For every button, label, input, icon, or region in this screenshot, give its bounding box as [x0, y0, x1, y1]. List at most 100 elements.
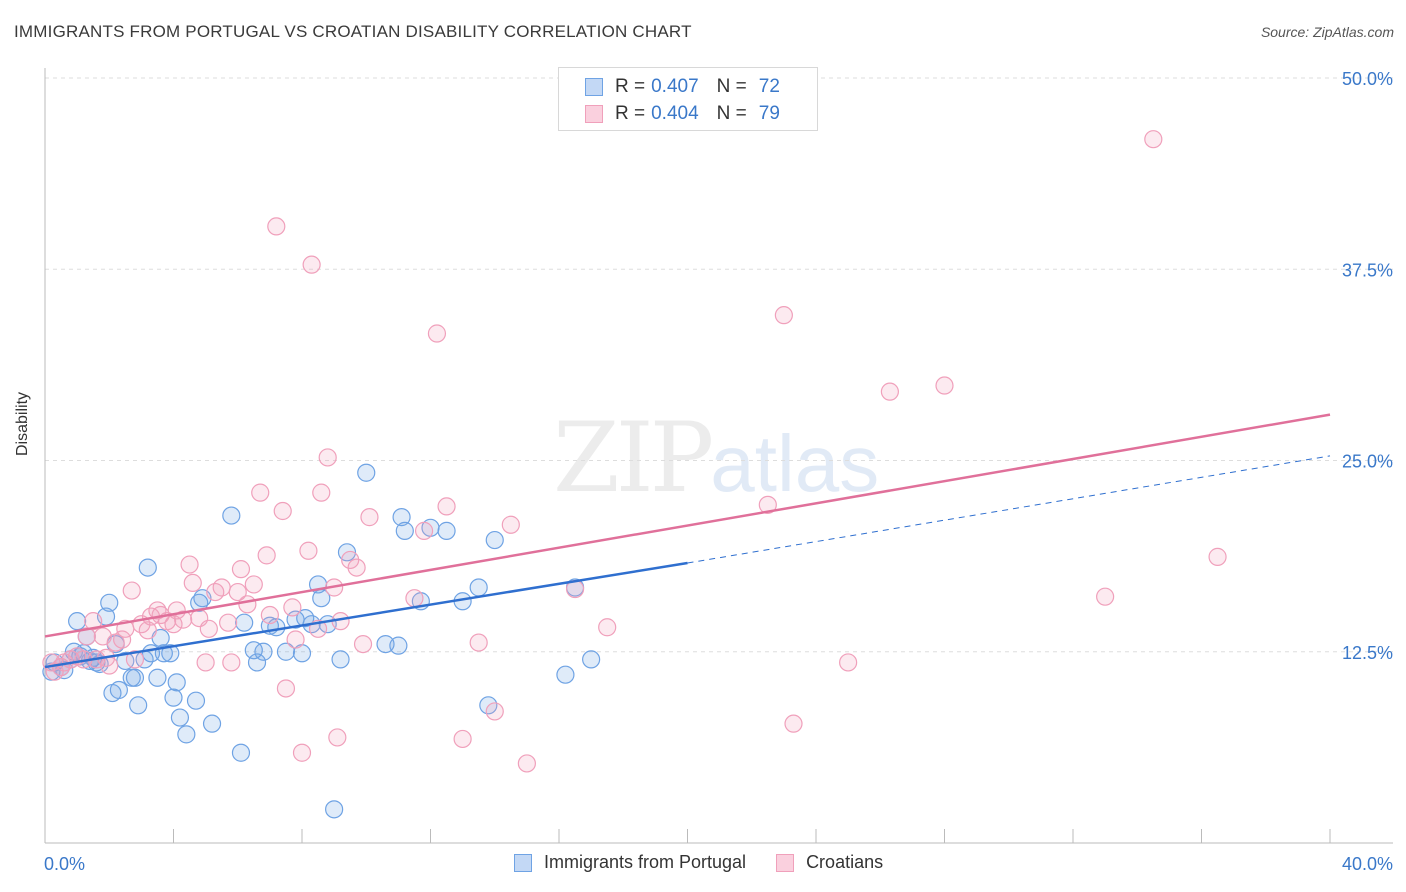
croatians-point — [206, 582, 225, 602]
source-label: Source: ZipAtlas.com — [1260, 24, 1394, 40]
portugal-point — [170, 708, 190, 727]
croatians-point — [758, 495, 777, 514]
y-tick-label: 25.0% — [1342, 452, 1393, 472]
portugal-point — [395, 521, 414, 540]
legend-swatch-portugal — [514, 853, 532, 872]
croatians-point — [1208, 547, 1227, 566]
watermark-zip: ZIP — [553, 402, 714, 514]
croatians-point — [228, 582, 247, 602]
series-legend: Immigrants from Portugal Croatians — [514, 852, 913, 873]
portugal-point — [167, 673, 186, 692]
croatians-point — [437, 497, 456, 516]
stats-legend-row-portugal: R = 0.407 N = 72 — [585, 75, 780, 99]
portugal-point — [556, 665, 575, 684]
croatians-point — [196, 653, 215, 672]
n-key: N = — [716, 76, 747, 97]
portugal-point — [231, 743, 251, 762]
croatians-point — [257, 546, 276, 565]
croatians-point — [1144, 130, 1163, 149]
croatians-point — [138, 621, 157, 640]
y-tick-label: 37.5% — [1342, 260, 1393, 280]
croatians-point — [774, 306, 793, 325]
croatians-point — [273, 501, 292, 521]
croatians-point — [260, 605, 279, 625]
croatians-point — [517, 754, 536, 773]
portugal-point — [389, 636, 408, 655]
legend-label-croatians: Croatians — [806, 852, 884, 872]
legend-swatch-croatians — [585, 105, 603, 123]
croatians-point — [469, 633, 488, 652]
croatians-point — [935, 376, 954, 395]
n-value: 72 — [758, 76, 780, 97]
n-key: N = — [716, 103, 747, 124]
croatians-point — [283, 598, 302, 617]
croatians-point — [880, 382, 899, 401]
croatians-point — [276, 679, 296, 698]
portugal-point — [247, 653, 267, 672]
stats-legend-row-croatians: R = 0.404 N = 79 — [585, 102, 780, 126]
croatians-point — [180, 555, 199, 574]
portugal-point — [222, 506, 241, 525]
y-tick-label: 50.0% — [1342, 69, 1393, 89]
croatians-point — [125, 650, 145, 669]
x-tick-label-min: 0.0% — [44, 854, 85, 874]
croatians-point — [100, 656, 119, 675]
watermark: ZIPatlas — [553, 402, 879, 514]
croatians-point — [219, 613, 238, 632]
croatians-point — [784, 714, 803, 733]
croatians-point — [328, 728, 347, 747]
portugal-point — [164, 688, 183, 707]
portugal-point — [582, 650, 601, 669]
legend-item-portugal: Immigrants from Portugal — [514, 852, 746, 873]
croatians-point — [485, 702, 504, 721]
r-key: R = — [615, 76, 646, 97]
portugal-point — [392, 508, 411, 527]
portugal-point — [100, 593, 119, 612]
portugal-point — [325, 800, 344, 819]
croatians-point — [251, 483, 270, 502]
y-tick-label: 12.5% — [1342, 643, 1393, 663]
portugal-point — [235, 613, 254, 632]
chart-title: IMMIGRANTS FROM PORTUGAL VS CROATIAN DIS… — [14, 22, 692, 41]
portugal-point — [469, 578, 488, 597]
portugal-point — [138, 558, 157, 577]
portugal-point — [186, 691, 206, 710]
legend-item-croatians: Croatians — [776, 852, 883, 873]
portugal-point — [161, 644, 180, 663]
croatians-point — [77, 627, 96, 646]
croatians-point — [414, 521, 434, 540]
croatians-point — [183, 573, 202, 593]
croatians-point — [267, 217, 286, 236]
croatians-point — [360, 508, 379, 527]
croatians-trend-line — [44, 413, 1331, 638]
croatians-point — [302, 255, 321, 274]
portugal-point — [68, 612, 87, 631]
croatians-point — [427, 324, 447, 343]
croatians-point — [222, 653, 241, 672]
portugal-point — [276, 642, 296, 661]
portugal-point — [357, 463, 376, 482]
portugal-point — [202, 714, 222, 733]
croatians-point — [318, 448, 337, 467]
croatians-point — [1096, 587, 1115, 606]
n-value: 79 — [758, 103, 780, 124]
croatians-point — [312, 483, 331, 502]
portugal-point — [109, 680, 128, 700]
croatians-point — [292, 743, 312, 762]
croatians-point — [164, 615, 183, 634]
legend-swatch-portugal — [585, 78, 603, 96]
croatians-point — [453, 729, 472, 749]
portugal-trend-line — [44, 561, 688, 669]
croatians-point — [501, 515, 520, 534]
portugal-point — [485, 530, 504, 550]
croatians-point — [212, 578, 231, 597]
portugal-trend-extension — [687, 455, 1331, 564]
croatians-point — [286, 630, 305, 649]
portugal-point — [254, 642, 273, 661]
x-tick-label-max: 40.0% — [1342, 854, 1393, 874]
portugal-point — [148, 668, 167, 687]
r-value: 0.407 — [651, 76, 699, 97]
portugal-point — [177, 725, 196, 744]
stats-legend: R = 0.407 N = 72 R = 0.404 N = 79 — [558, 67, 818, 131]
portugal-point — [125, 668, 145, 687]
